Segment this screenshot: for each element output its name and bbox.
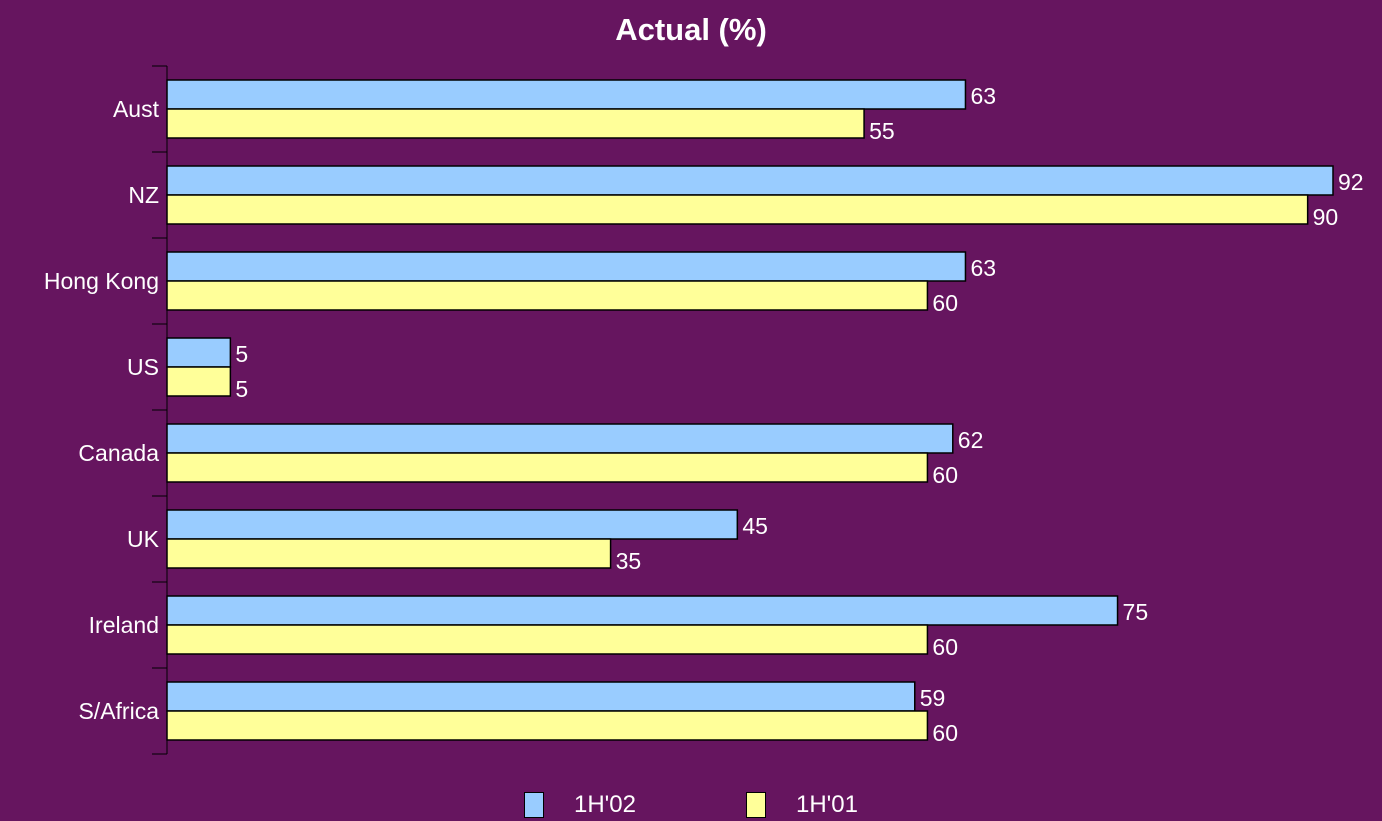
chart-title: Actual (%) xyxy=(615,12,767,47)
bar-ireland-1h-02 xyxy=(166,595,1119,626)
bar-us-1h-02 xyxy=(166,337,232,368)
category-label-nz: NZ xyxy=(128,182,159,208)
bar-nz-1h-02 xyxy=(166,165,1334,196)
data-label-nz-1h-02: 92 xyxy=(1338,169,1364,195)
bar-us-1h-01 xyxy=(166,366,232,397)
category-label-hong-kong: Hong Kong xyxy=(44,268,159,294)
legend: 1H'02 1H'01 xyxy=(0,790,1382,821)
bar-canada-1h-01 xyxy=(166,452,929,483)
data-label-us-1h-01: 5 xyxy=(235,376,248,402)
bar-hong-kong-1h-02 xyxy=(166,251,967,282)
data-label-us-1h-02: 5 xyxy=(235,341,248,367)
bar-canada-1h-02 xyxy=(166,423,954,454)
data-label-canada-1h-02: 62 xyxy=(958,427,984,453)
legend-item-1h02: 1H'02 xyxy=(524,790,636,820)
data-label-uk-1h-02: 45 xyxy=(742,513,768,539)
data-label-s-africa-1h-02: 59 xyxy=(920,685,946,711)
category-label-uk: UK xyxy=(127,526,160,552)
data-label-s-africa-1h-01: 60 xyxy=(932,720,958,746)
bars-layer xyxy=(166,79,1334,741)
data-label-hong-kong-1h-01: 60 xyxy=(932,290,958,316)
legend-label-1h02: 1H'02 xyxy=(574,791,636,818)
legend-item-1h01: 1H'01 xyxy=(746,790,858,820)
bar-aust-1h-01 xyxy=(166,108,865,139)
bar-hong-kong-1h-01 xyxy=(166,280,929,311)
data-label-canada-1h-01: 60 xyxy=(932,462,958,488)
bar-uk-1h-02 xyxy=(166,509,739,540)
data-label-aust-1h-02: 63 xyxy=(970,83,996,109)
bar-s-africa-1h-02 xyxy=(166,681,916,712)
legend-label-1h01: 1H'01 xyxy=(796,791,858,818)
category-label-canada: Canada xyxy=(78,440,159,466)
data-label-ireland-1h-01: 60 xyxy=(932,634,958,660)
category-label-aust: Aust xyxy=(113,96,160,122)
axis-layer xyxy=(152,65,168,755)
category-label-us: US xyxy=(127,354,159,380)
data-label-nz-1h-01: 90 xyxy=(1313,204,1339,230)
data-label-aust-1h-01: 55 xyxy=(869,118,895,144)
data-label-hong-kong-1h-02: 63 xyxy=(970,255,996,281)
legend-swatch-1h02 xyxy=(524,792,544,818)
data-label-uk-1h-01: 35 xyxy=(616,548,642,574)
bar-aust-1h-02 xyxy=(166,79,967,110)
bar-nz-1h-01 xyxy=(166,194,1309,225)
bar-s-africa-1h-01 xyxy=(166,710,929,741)
bar-ireland-1h-01 xyxy=(166,624,929,655)
legend-swatch-1h01 xyxy=(746,792,766,818)
category-label-ireland: Ireland xyxy=(89,612,159,638)
bar-uk-1h-01 xyxy=(166,538,612,569)
data-label-ireland-1h-02: 75 xyxy=(1123,599,1149,625)
category-label-s-africa: S/Africa xyxy=(78,698,159,724)
